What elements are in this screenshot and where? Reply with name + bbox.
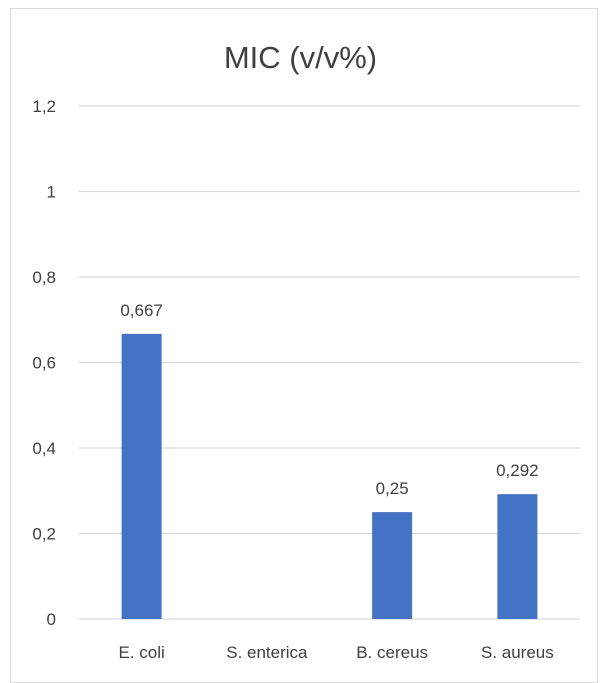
x-tick-label: E. coli [118, 643, 164, 662]
x-axis-ticks: E. coli S. enterica B. cereus S. aureus [118, 643, 553, 662]
y-tick-label: 0 [47, 610, 56, 629]
x-tick-label: B. cereus [356, 643, 428, 662]
data-label: 0,25 [376, 479, 409, 498]
x-tick-label: S. enterica [226, 643, 308, 662]
y-tick-label: 1 [47, 183, 56, 202]
y-tick-label: 0,8 [32, 268, 56, 287]
bar [372, 512, 413, 619]
bar [497, 494, 538, 619]
data-labels: 0,667 0,25 0,292 [120, 301, 538, 498]
bar [121, 333, 162, 619]
y-tick-label: 0,2 [32, 525, 56, 544]
y-tick-label: 0,6 [32, 354, 56, 373]
y-tick-label: 0,4 [32, 439, 56, 458]
chart-title: MIC (v/v%) [223, 40, 378, 75]
data-label: 0,667 [120, 301, 163, 320]
x-tick-label: S. aureus [481, 643, 554, 662]
grid-lines [79, 105, 580, 620]
y-axis-ticks: 0 0,2 0,4 0,6 0,8 1 1,2 [32, 97, 56, 629]
data-label: 0,292 [496, 461, 539, 480]
bars [121, 333, 538, 619]
y-tick-label: 1,2 [32, 97, 56, 116]
